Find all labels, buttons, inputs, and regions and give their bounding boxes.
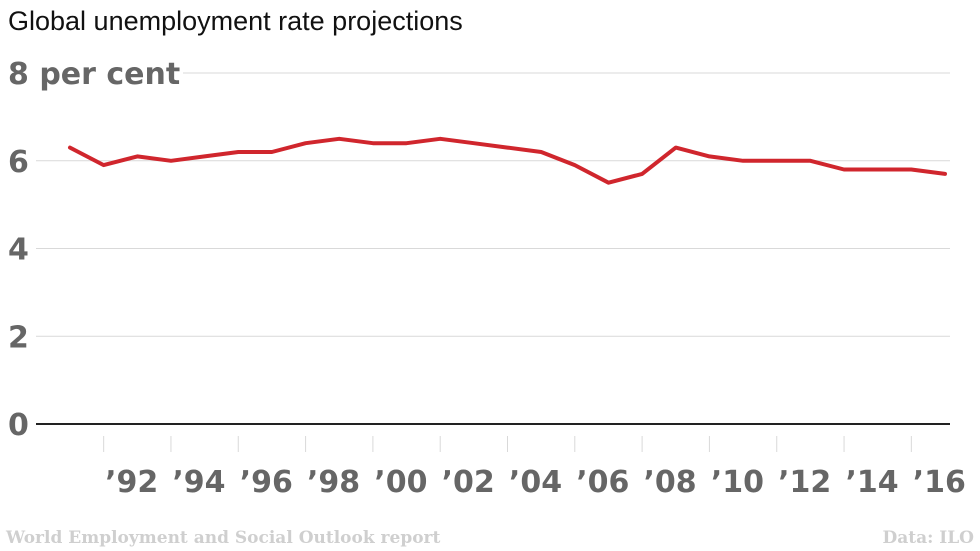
y-axis-ticks: 0 2 4 6 8 per cent bbox=[8, 57, 180, 443]
data-point bbox=[775, 159, 779, 163]
data-point bbox=[539, 150, 543, 154]
x-tick-label: ’92 bbox=[105, 465, 158, 500]
data-point bbox=[707, 154, 711, 158]
data-point bbox=[842, 168, 846, 172]
data-point bbox=[506, 146, 510, 150]
data-point bbox=[606, 181, 610, 185]
data-point bbox=[674, 146, 678, 150]
series-layer bbox=[68, 136, 947, 185]
x-tick-label: ’04 bbox=[509, 465, 562, 500]
data-point bbox=[203, 154, 207, 158]
y-tick-label: 0 bbox=[8, 408, 29, 443]
gridlines bbox=[36, 72, 950, 425]
x-tick-label: ’08 bbox=[644, 465, 697, 500]
data-point bbox=[909, 168, 913, 172]
x-tick-label: ’14 bbox=[845, 465, 898, 500]
data-point bbox=[236, 150, 240, 154]
y-tick-label: 2 bbox=[8, 320, 29, 355]
data-point bbox=[304, 141, 308, 145]
y-tick-label: 4 bbox=[8, 233, 29, 268]
data-point bbox=[270, 150, 274, 154]
data-point bbox=[102, 163, 106, 167]
data-point bbox=[876, 168, 880, 172]
data-point bbox=[943, 172, 947, 176]
data-point bbox=[337, 137, 341, 141]
x-tick-label: ’06 bbox=[576, 465, 629, 500]
data-point bbox=[640, 172, 644, 176]
data-credit: Data: ILO bbox=[882, 528, 974, 548]
x-tick-label: ’94 bbox=[172, 465, 225, 500]
y-tick-label: 8 per cent bbox=[8, 57, 180, 92]
data-point bbox=[135, 154, 139, 158]
data-point bbox=[573, 163, 577, 167]
x-tick-label: ’10 bbox=[711, 465, 764, 500]
x-tick-label: ’16 bbox=[913, 465, 966, 500]
data-point bbox=[371, 141, 375, 145]
data-point bbox=[438, 137, 442, 141]
y-tick-label: 6 bbox=[8, 145, 29, 180]
series-line bbox=[68, 136, 947, 185]
data-point bbox=[741, 159, 745, 163]
x-tick-label: ’96 bbox=[240, 465, 293, 500]
source-note: World Employment and Social Outlook repo… bbox=[6, 528, 441, 548]
data-point bbox=[808, 159, 812, 163]
chart-title: Global unemployment rate projections bbox=[8, 6, 463, 36]
data-point bbox=[472, 141, 476, 145]
x-tick-label: ’00 bbox=[374, 465, 427, 500]
x-tick-label: ’98 bbox=[307, 465, 360, 500]
data-point bbox=[169, 159, 173, 163]
x-tick-label: ’02 bbox=[442, 465, 495, 500]
x-axis-ticks: ’92 ’94 ’96 ’98 ’00 ’02 ’04 ’06 ’08 ’10 ’12 ’14 ’16 bbox=[103, 436, 966, 500]
data-point bbox=[68, 146, 72, 150]
x-tick-label: ’12 bbox=[778, 465, 831, 500]
data-point bbox=[405, 141, 409, 145]
